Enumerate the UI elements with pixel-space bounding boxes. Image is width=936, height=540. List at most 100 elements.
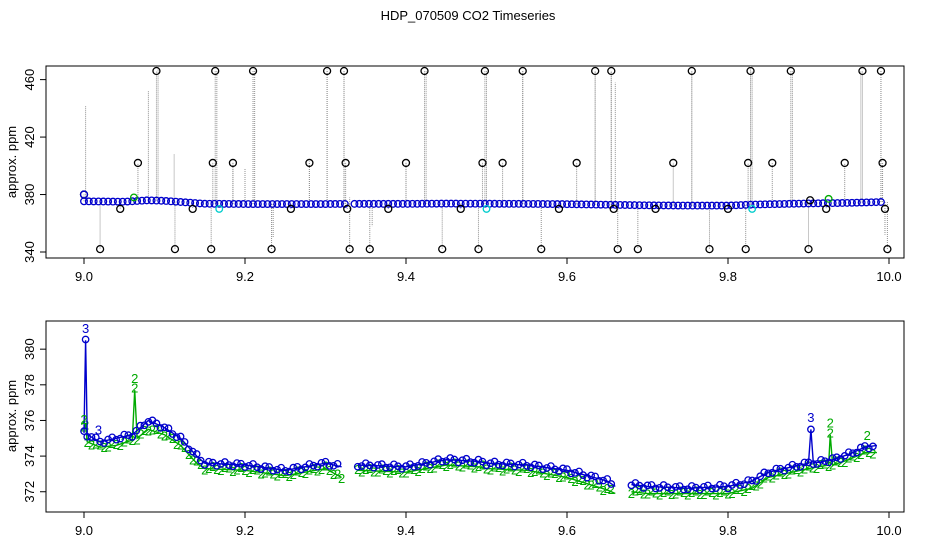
data-point: 2 <box>684 488 691 503</box>
data-point <box>852 198 861 207</box>
data-point <box>478 457 487 466</box>
data-point <box>123 197 132 206</box>
data-point: 2 <box>592 476 599 491</box>
data-point: 2 <box>414 464 421 479</box>
data-point <box>482 461 491 470</box>
data-point <box>466 199 475 208</box>
data-point: 2 <box>579 473 586 488</box>
data-point <box>478 158 487 168</box>
data-point: 2 <box>584 478 591 493</box>
data-point <box>229 199 238 208</box>
data-point: 2 <box>757 476 764 491</box>
data-point: 2 <box>418 461 425 476</box>
data-point: 2 <box>761 470 768 485</box>
y-tick-label: 420 <box>22 126 37 148</box>
data-point <box>495 199 504 208</box>
x-tick-label: 9.8 <box>719 269 737 284</box>
data-point <box>228 158 238 168</box>
data-point: 2 <box>84 435 91 450</box>
data-point: 2 <box>745 481 752 496</box>
data-point <box>691 483 700 492</box>
data-point: 2 <box>652 485 659 500</box>
data-point <box>350 199 359 208</box>
data-point: 2 <box>700 487 707 502</box>
y-tick-label: 376 <box>22 410 37 432</box>
y-tick-label: 460 <box>22 69 37 91</box>
data-point <box>413 199 422 208</box>
data-point: 2 <box>716 485 723 500</box>
data-point <box>814 199 823 208</box>
data-point <box>635 201 644 210</box>
data-point <box>627 481 636 490</box>
data-point <box>79 190 89 199</box>
data-point: 2 <box>221 460 228 475</box>
data-point <box>316 200 325 208</box>
data-point: 2 <box>173 437 180 452</box>
data-point <box>321 200 330 208</box>
data-point: 2 <box>857 447 864 462</box>
data-point: 2 <box>217 463 224 478</box>
data-point: 2 <box>604 481 611 496</box>
data-point <box>858 66 867 76</box>
data-point <box>287 200 296 208</box>
data-point <box>765 200 774 209</box>
data-point <box>384 204 393 214</box>
data-point <box>89 197 98 206</box>
series-line-3 <box>631 429 878 489</box>
data-point: 2 <box>177 437 184 452</box>
data-point <box>601 200 610 209</box>
data-point <box>817 455 825 464</box>
data-point: 2 <box>853 450 860 465</box>
data-point <box>343 204 352 214</box>
data-point: 2 <box>696 487 703 502</box>
data-point: 2 <box>555 470 562 485</box>
data-point <box>502 458 511 467</box>
data-point: 2 <box>648 483 655 498</box>
data-point <box>611 200 620 209</box>
data-point: 2 <box>306 462 313 477</box>
data-point <box>792 463 801 471</box>
data-point <box>133 158 143 168</box>
data-point: 2 <box>117 438 124 453</box>
data-point <box>824 194 833 203</box>
data-point <box>116 434 125 443</box>
data-point <box>258 200 267 208</box>
data-point <box>643 481 652 490</box>
data-point <box>339 66 349 76</box>
data-point: 2 <box>88 437 95 452</box>
data-point <box>522 461 531 470</box>
y-tick-label: 380 <box>22 338 37 360</box>
data-point: 2 <box>149 423 156 438</box>
data-point <box>772 464 781 473</box>
data-point <box>360 199 369 208</box>
data-point <box>398 199 407 208</box>
data-point <box>207 244 216 254</box>
y-tick-label: 340 <box>22 241 37 263</box>
data-point <box>152 66 161 76</box>
data-point <box>268 200 277 208</box>
series-line-2 <box>631 434 877 495</box>
data-point <box>543 200 552 208</box>
data-point <box>746 66 755 76</box>
x-tick-label: 9.8 <box>719 523 737 538</box>
data-point <box>490 199 499 208</box>
x-tick-label: 9.4 <box>397 269 415 284</box>
data-point: 2 <box>169 431 176 446</box>
data-point: 2 <box>608 482 615 497</box>
data-point: 2 <box>326 463 333 478</box>
chart-title: HDP_070509 CO2 Timeseries <box>380 8 556 23</box>
data-point: 2 <box>688 485 695 500</box>
data-point <box>104 197 113 206</box>
data-point <box>743 158 753 168</box>
data-point: 2 <box>278 466 285 481</box>
data-point: 2 <box>571 474 578 489</box>
data-point: 2 <box>499 463 506 478</box>
data-point <box>832 453 841 462</box>
data-point <box>844 448 853 457</box>
data-point <box>329 461 338 470</box>
data-point <box>403 199 412 208</box>
data-point <box>379 199 388 208</box>
data-point: 2 <box>656 488 663 503</box>
data-point <box>571 469 579 477</box>
